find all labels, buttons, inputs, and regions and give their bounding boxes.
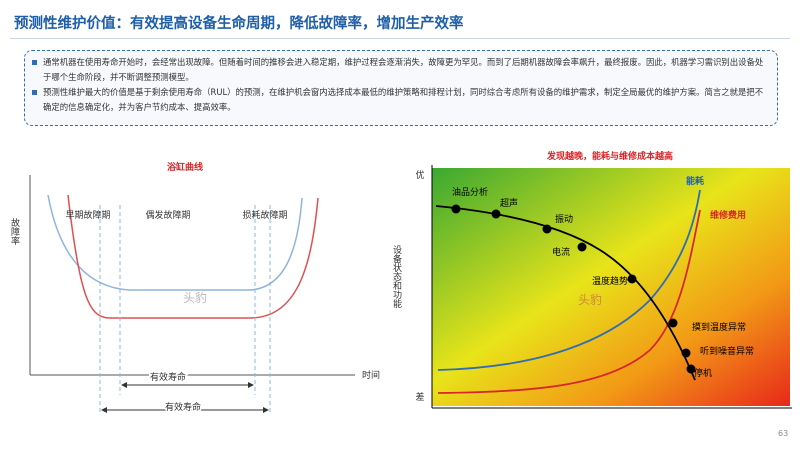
phase-label: 损耗故障期 bbox=[242, 209, 287, 221]
right-title: 发现越晚，能耗与维修成本越高 bbox=[546, 150, 673, 162]
span-label: 有效寿命 bbox=[165, 401, 201, 413]
divider bbox=[10, 38, 790, 39]
gradient-area bbox=[432, 168, 790, 406]
point bbox=[627, 274, 637, 284]
point-label: 温度趋势 bbox=[592, 275, 628, 287]
left-title: 浴缸曲线 bbox=[167, 161, 203, 173]
point-label: 超声 bbox=[500, 197, 518, 209]
point bbox=[577, 242, 587, 252]
curve bbox=[67, 194, 319, 319]
point bbox=[451, 204, 461, 214]
point-label: 听到噪音异常 bbox=[700, 345, 754, 357]
point-label: 摸到温度异常 bbox=[692, 321, 746, 333]
curve-label: 维修费用 bbox=[710, 209, 746, 221]
point bbox=[686, 364, 696, 374]
curve bbox=[437, 209, 701, 394]
span-label: 有效寿命 bbox=[150, 371, 186, 383]
phase-label: 偶发故障期 bbox=[145, 209, 190, 221]
summary-box: 通常机器在使用寿命开始时，会经常出现故障。但随着时间的推移会进入稳定期，维护过程… bbox=[24, 50, 778, 126]
y-label: 故障率 bbox=[9, 217, 20, 246]
bullet: 预测性维护最大的价值是基于剩余使用寿命（RUL）的预测，在维护机会窗内选择成本最… bbox=[31, 85, 771, 115]
point-label: 油品分析 bbox=[452, 186, 488, 198]
y-label: 设备状态和功能 bbox=[391, 245, 402, 309]
y-bottom: 差 bbox=[415, 391, 424, 403]
slide-title: 预测性维护价值：有效提高设备生命周期，降低故障率，增加生产效率 bbox=[14, 16, 464, 32]
point-label: 电流 bbox=[552, 246, 570, 258]
y-top: 优 bbox=[415, 169, 424, 181]
point bbox=[491, 209, 501, 219]
label-bg: 有效寿命 bbox=[150, 371, 186, 383]
phase-label: 早期故障期 bbox=[65, 209, 110, 221]
page-number: 63 bbox=[778, 429, 788, 438]
x-label: 时间 bbox=[362, 369, 380, 381]
bullet: 通常机器在使用寿命开始时，会经常出现故障。但随着时间的推移会进入稳定期，维护过程… bbox=[31, 55, 771, 85]
point-label: 振动 bbox=[555, 213, 573, 225]
point bbox=[542, 224, 552, 234]
curve-label: 能耗 bbox=[686, 175, 704, 187]
point bbox=[668, 318, 678, 328]
point bbox=[681, 348, 691, 358]
label-bg: 有效寿命 bbox=[165, 401, 201, 413]
watermark: 头豹 bbox=[578, 292, 602, 307]
point-label: 停机 bbox=[694, 367, 712, 379]
watermark: 头豹 bbox=[183, 290, 207, 305]
curve bbox=[47, 194, 303, 291]
curve bbox=[437, 189, 701, 371]
